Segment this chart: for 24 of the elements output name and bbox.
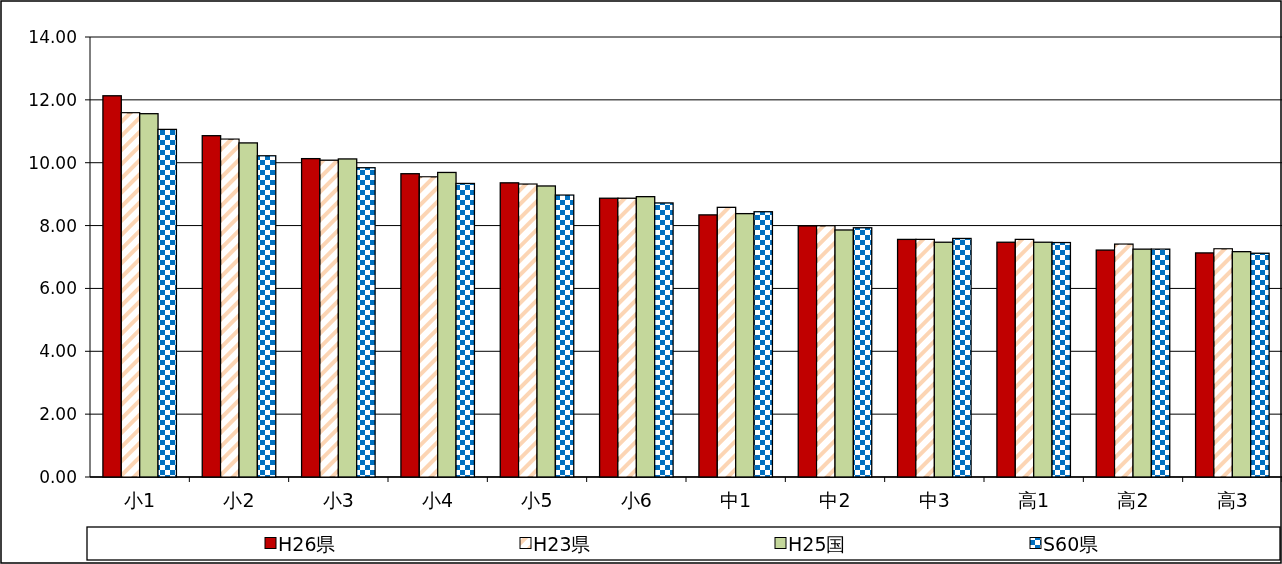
y-tick-label: 0.00 xyxy=(39,467,77,487)
x-tick-label: 小6 xyxy=(620,489,652,511)
x-tick-label: 中2 xyxy=(819,489,851,511)
y-tick-label: 2.00 xyxy=(39,404,77,425)
legend-label: H26県 xyxy=(278,532,336,555)
x-tick-label: 小1 xyxy=(124,489,156,511)
y-tick-label: 12.00 xyxy=(28,89,77,110)
x-tick-label: 高3 xyxy=(1216,489,1248,511)
x-tick-label: 中1 xyxy=(720,489,752,511)
y-tick-label: 14.00 xyxy=(28,27,77,47)
x-tick-label: 小3 xyxy=(322,489,354,511)
x-tick-label: 小2 xyxy=(223,489,255,511)
x-tick-label: 中3 xyxy=(918,489,950,511)
x-tick-label: 小5 xyxy=(521,489,553,511)
text: S60県 xyxy=(1043,532,1099,555)
y-tick-label: 8.00 xyxy=(39,215,77,236)
y-tick-label: 6.00 xyxy=(39,278,77,299)
y-tick-label: 4.00 xyxy=(39,341,77,362)
x-tick-label: 小4 xyxy=(422,489,454,511)
x-tick-label: 高1 xyxy=(1018,489,1050,511)
x-tick-label: 高2 xyxy=(1117,489,1149,511)
y-tick-label: 10.00 xyxy=(28,152,77,173)
legend-label: H25国 xyxy=(788,532,846,555)
text: H23県 xyxy=(533,532,591,555)
